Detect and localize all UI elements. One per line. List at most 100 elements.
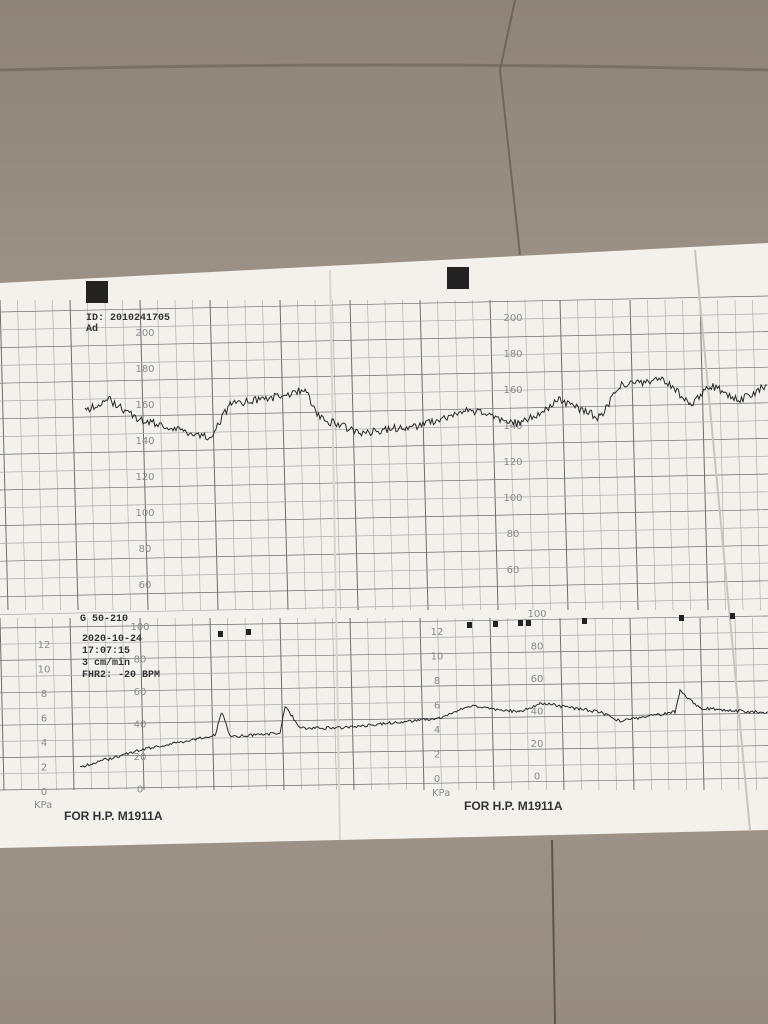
grid-line — [682, 617, 687, 791]
grid-line — [349, 299, 359, 611]
grid-line — [577, 617, 582, 791]
fhr-label: 180 — [503, 349, 522, 360]
grid-line — [104, 299, 114, 611]
grid-line — [699, 617, 705, 791]
fhr-label: 80 — [139, 544, 152, 555]
grid-line — [0, 402, 768, 420]
grid-line — [0, 527, 768, 544]
event-marker — [582, 618, 587, 624]
grid-line — [612, 617, 617, 791]
kpa-unit: KPa — [34, 800, 52, 811]
grid-line — [612, 299, 621, 611]
grid-line — [472, 299, 481, 611]
grid-line — [157, 617, 162, 791]
grid-line — [52, 299, 61, 611]
grid-line — [34, 617, 40, 791]
grid-line — [367, 299, 376, 611]
fhr-label: 100 — [503, 493, 522, 504]
grid-line — [52, 617, 57, 791]
grid-line — [0, 680, 768, 694]
grid-line — [279, 617, 285, 791]
grid-line — [0, 615, 768, 629]
grid-line — [227, 617, 232, 791]
grid-line — [717, 617, 722, 791]
grid-line — [122, 617, 127, 791]
grid-line — [629, 299, 639, 611]
grid-line — [244, 299, 254, 611]
event-marker — [246, 629, 251, 635]
grid-line — [559, 617, 565, 791]
grid-line — [577, 299, 586, 611]
grid-line — [0, 562, 768, 580]
grid-line — [0, 509, 768, 526]
grid-line — [262, 617, 267, 791]
grid-line — [542, 617, 547, 791]
grid-line — [402, 299, 411, 611]
grid-line — [524, 299, 534, 611]
grid-line — [244, 617, 250, 791]
event-marker — [493, 621, 498, 627]
grid-line — [0, 598, 768, 615]
grid-line — [227, 299, 236, 611]
fhr-label: 200 — [135, 328, 154, 339]
kpa-label: 12 — [431, 627, 444, 638]
marker — [447, 267, 469, 289]
grid-line — [629, 617, 635, 791]
grid-line — [0, 455, 768, 473]
toco-label: 100 — [527, 609, 546, 620]
speed-text: 3 cm/min — [82, 657, 130, 669]
grid-line — [262, 299, 271, 611]
grid-line — [0, 544, 768, 562]
grid-line — [297, 299, 306, 611]
date-text: 2020-10-24 — [82, 634, 142, 645]
kpa-label: 0 — [434, 774, 440, 785]
grid-line — [734, 299, 744, 611]
event-marker — [467, 622, 472, 628]
toco-label: 60 — [531, 674, 544, 685]
grid-line — [489, 617, 495, 791]
grid-line — [472, 617, 477, 791]
kpa-label: 6 — [434, 701, 440, 712]
toco-label: 60 — [134, 687, 147, 698]
kpa-label: 0 — [41, 787, 47, 798]
grid-line — [664, 617, 670, 791]
kpa-label: 10 — [38, 665, 51, 676]
grid-line — [34, 299, 44, 611]
toco-label: 40 — [134, 720, 147, 731]
toco-label: 20 — [134, 752, 147, 763]
grid-line — [139, 617, 145, 791]
grid-line — [87, 617, 92, 791]
grid-line — [0, 664, 768, 677]
grid-line — [507, 299, 516, 611]
toco-label: 0 — [534, 772, 540, 783]
fhr-label: 160 — [503, 385, 522, 396]
grid-line — [507, 617, 512, 791]
grid-line — [489, 299, 499, 611]
ad-text: Ad — [86, 323, 98, 335]
fhr-label: 120 — [503, 457, 522, 468]
grid-line — [0, 366, 768, 384]
grid-line — [384, 299, 394, 611]
toco-label: 80 — [531, 642, 544, 653]
grid-line — [0, 777, 768, 791]
grid-line — [437, 617, 442, 791]
grid-line — [69, 617, 75, 791]
kpa-label: 8 — [434, 676, 440, 687]
offset-text: FHR2: -20 BPM — [82, 670, 160, 681]
toco-label: 80 — [134, 655, 147, 666]
grid-line — [454, 617, 460, 791]
kpa-unit: KPa — [432, 788, 450, 799]
fhr-label: 180 — [135, 364, 154, 375]
grid-line — [174, 617, 180, 791]
grid-line — [157, 299, 166, 611]
grid-line — [0, 617, 5, 791]
fhr-trace — [84, 376, 767, 441]
toco-label: 20 — [531, 739, 544, 750]
kpa-label: 10 — [431, 652, 444, 663]
grid-line — [17, 617, 22, 791]
grid-line — [174, 299, 184, 611]
fhr-label: 140 — [503, 421, 522, 432]
grid-line — [752, 617, 757, 791]
grid-line — [367, 617, 372, 791]
